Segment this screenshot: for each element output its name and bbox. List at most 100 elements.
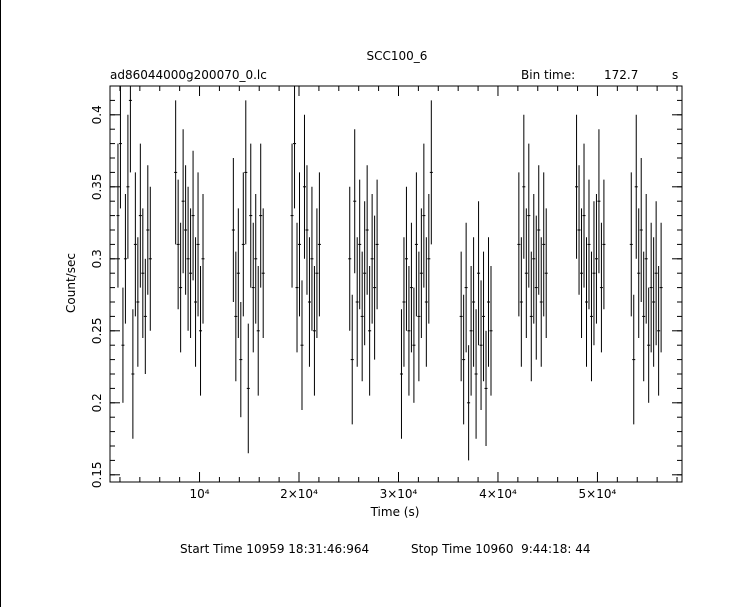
data-point bbox=[429, 100, 433, 245]
data-point bbox=[148, 186, 152, 331]
data-point bbox=[542, 172, 546, 317]
data-point bbox=[121, 287, 125, 403]
data-point bbox=[597, 129, 601, 274]
start-time-label: Start Time 10959 18:31:46:964 bbox=[180, 542, 370, 556]
y-tick-label: 0.3 bbox=[90, 249, 104, 268]
data-point bbox=[467, 345, 471, 461]
data-point bbox=[375, 179, 379, 310]
y-tick-label: 0.35 bbox=[90, 173, 104, 200]
data-point bbox=[577, 165, 581, 295]
data-point bbox=[524, 208, 528, 338]
bin-time-unit: s bbox=[672, 68, 679, 82]
stop-time-label: Stop Time 10960 9:44:18: 44 bbox=[411, 542, 591, 556]
data-point bbox=[241, 172, 245, 317]
data-point bbox=[652, 237, 656, 367]
data-point bbox=[261, 208, 265, 338]
data-point bbox=[201, 194, 205, 324]
data-point bbox=[527, 143, 531, 288]
data-point bbox=[419, 208, 423, 338]
data-point bbox=[358, 179, 362, 310]
data-point bbox=[350, 294, 354, 425]
data-point bbox=[307, 237, 311, 367]
data-point bbox=[246, 323, 250, 454]
data-point bbox=[472, 237, 476, 367]
data-point bbox=[186, 186, 190, 331]
data-point bbox=[360, 251, 364, 382]
data-point bbox=[517, 172, 521, 317]
data-point bbox=[589, 251, 593, 382]
data-point bbox=[191, 150, 195, 281]
data-point bbox=[529, 251, 533, 382]
y-tick-label: 0.2 bbox=[90, 393, 104, 412]
data-point bbox=[234, 251, 238, 382]
bin-time-value: 172.7 bbox=[604, 68, 639, 82]
data-point bbox=[231, 158, 235, 302]
data-point bbox=[484, 330, 488, 446]
data-point bbox=[373, 215, 377, 360]
data-point bbox=[295, 222, 299, 353]
data-point bbox=[632, 294, 636, 425]
data-point bbox=[642, 251, 646, 382]
data-point bbox=[184, 165, 188, 295]
data-point bbox=[368, 266, 372, 396]
data-point bbox=[363, 201, 367, 346]
data-point bbox=[138, 143, 142, 288]
data-point bbox=[136, 237, 140, 367]
data-point bbox=[365, 165, 369, 295]
data-point bbox=[522, 114, 526, 259]
data-point bbox=[582, 143, 586, 288]
data-point bbox=[199, 266, 203, 396]
x-tick-label: 3×10⁴ bbox=[380, 487, 418, 501]
data-points bbox=[116, 86, 663, 461]
y-tick-label: 0.25 bbox=[90, 317, 104, 344]
data-point bbox=[176, 179, 180, 310]
chart-title: SCC100_6 bbox=[366, 49, 428, 63]
data-point bbox=[659, 222, 663, 353]
x-tick-label: 5×10⁴ bbox=[579, 487, 617, 501]
plot-frame bbox=[109, 85, 683, 483]
data-point bbox=[353, 129, 357, 274]
data-point bbox=[637, 208, 641, 338]
data-point bbox=[464, 222, 468, 353]
data-point bbox=[427, 194, 431, 324]
data-point bbox=[594, 194, 598, 324]
data-point bbox=[407, 266, 411, 396]
data-point bbox=[259, 143, 263, 288]
data-point bbox=[537, 165, 541, 295]
data-point bbox=[422, 143, 426, 288]
data-point bbox=[489, 266, 493, 396]
data-point bbox=[469, 266, 473, 396]
data-point bbox=[487, 237, 491, 367]
data-point bbox=[131, 309, 135, 439]
file-name-label: ad86044000g200070_0.lc bbox=[110, 68, 267, 82]
page-left-border bbox=[0, 0, 1, 607]
data-point bbox=[239, 302, 243, 418]
data-point bbox=[293, 86, 297, 209]
data-point bbox=[592, 201, 596, 346]
data-point bbox=[459, 251, 463, 382]
data-point bbox=[133, 172, 137, 317]
bin-time-label: Bin time: bbox=[521, 68, 576, 82]
y-tick-label: 0.15 bbox=[90, 461, 104, 488]
data-point bbox=[123, 194, 127, 324]
x-axis-label: Time (s) bbox=[370, 505, 420, 519]
data-point bbox=[639, 158, 643, 302]
data-point bbox=[298, 172, 302, 317]
data-point bbox=[290, 143, 294, 288]
data-point bbox=[118, 86, 122, 209]
data-point bbox=[409, 222, 413, 353]
data-point bbox=[462, 294, 466, 425]
data-point bbox=[479, 280, 483, 410]
data-point bbox=[417, 251, 421, 382]
data-point bbox=[256, 266, 260, 396]
data-point bbox=[126, 114, 130, 259]
data-point bbox=[355, 237, 359, 367]
data-point bbox=[482, 251, 486, 382]
data-point bbox=[348, 186, 352, 331]
data-point bbox=[580, 208, 584, 338]
data-point bbox=[300, 280, 304, 410]
data-point bbox=[412, 287, 416, 403]
data-point bbox=[575, 114, 579, 259]
data-point bbox=[305, 165, 309, 295]
